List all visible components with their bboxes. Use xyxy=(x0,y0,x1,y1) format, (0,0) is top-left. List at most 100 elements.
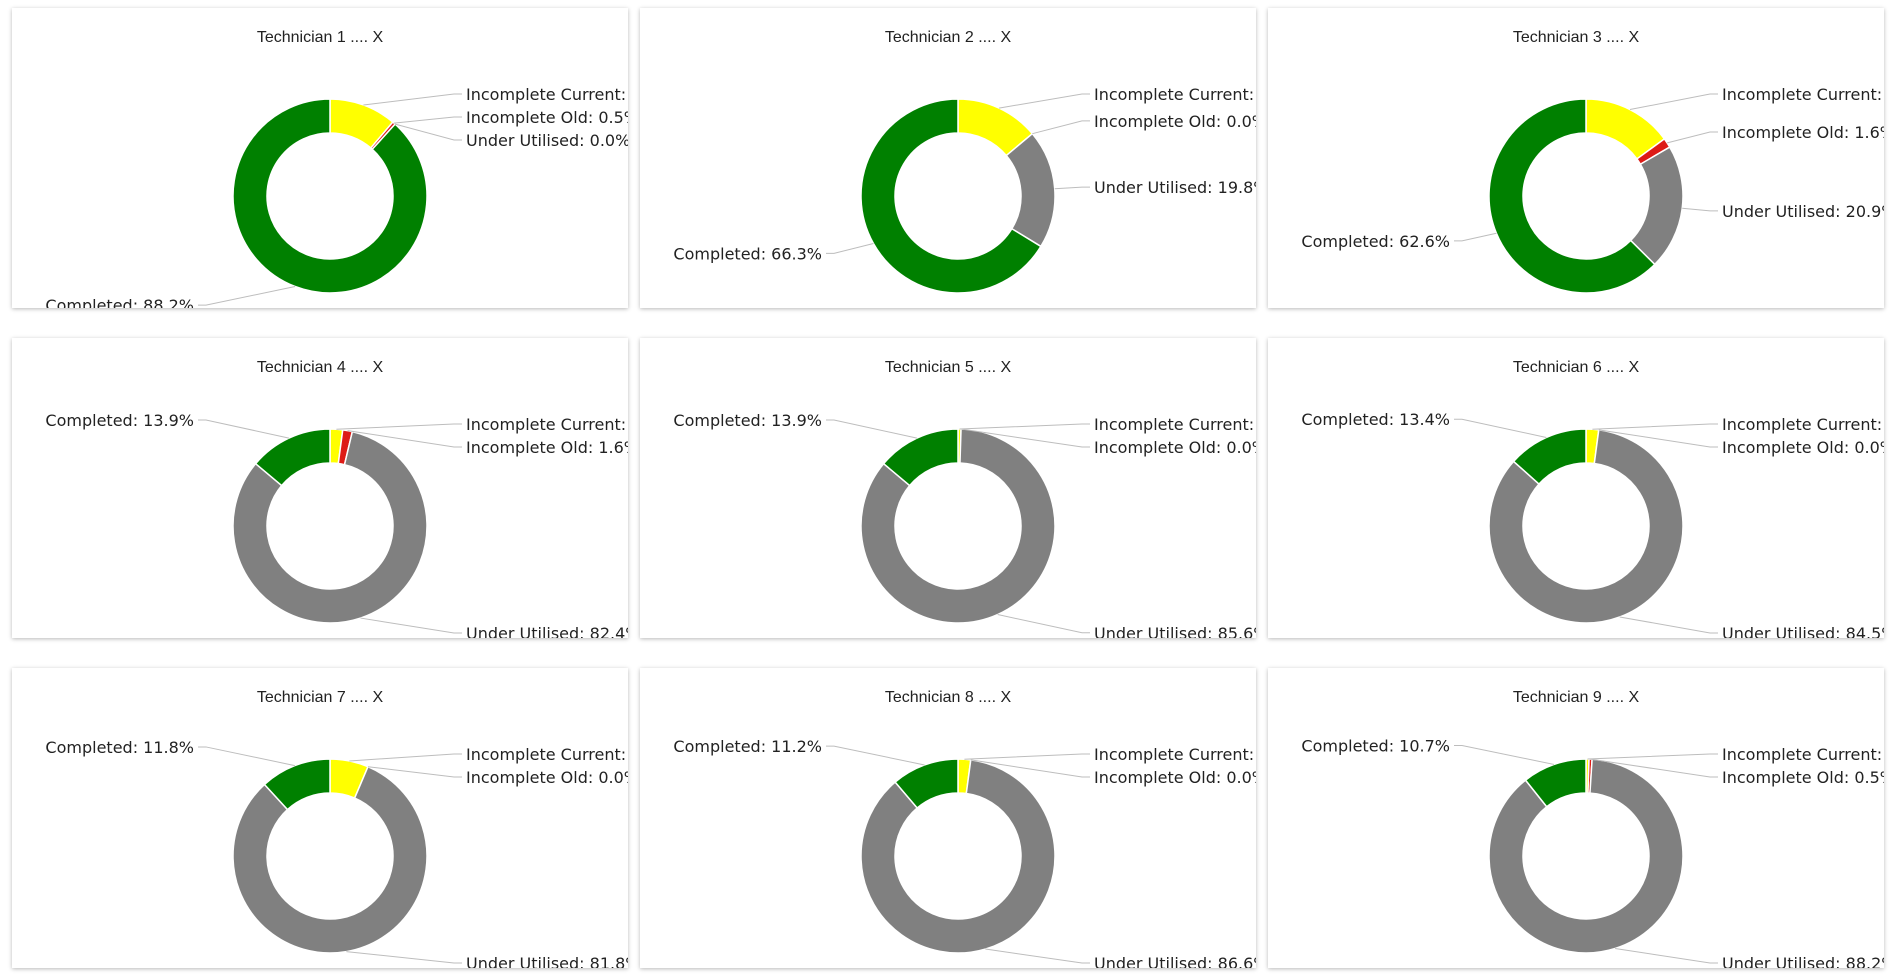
slice-completed[interactable] xyxy=(1512,428,1587,486)
connector-line xyxy=(347,430,462,448)
connector-line xyxy=(1667,131,1718,144)
slice-under-utilised[interactable] xyxy=(860,759,1056,954)
data-label-incomplete-old: Incomplete Old: 1.6% xyxy=(1722,123,1884,142)
chart-card-2: Technician 2 .... X Incomplete Current: 1… xyxy=(640,8,1256,308)
data-label-incomplete-old: Incomplete Old: 0.0% xyxy=(1094,768,1256,787)
connector-line xyxy=(336,423,462,430)
chart-title: Technician 8 .... X xyxy=(884,689,1012,706)
connector-line xyxy=(1592,423,1718,430)
connector-line xyxy=(363,93,462,106)
data-label-under-utilised: Under Utilised: 19.8% xyxy=(1094,178,1256,197)
connector-line xyxy=(1454,418,1547,438)
donut-chart: Incomplete Current: 2.1% Incomplete Old: … xyxy=(45,411,628,638)
connector-line xyxy=(959,423,1090,430)
slice-under-utilised[interactable] xyxy=(232,765,428,954)
data-label-incomplete-current: Incomplete Current: 2.1% xyxy=(1722,415,1884,434)
chart-card-6: Technician 6 .... X Incomplete Current: 2… xyxy=(1268,338,1884,638)
slice-under-utilised[interactable] xyxy=(1488,428,1684,624)
connector-line xyxy=(1619,616,1718,634)
connector-line xyxy=(1615,948,1718,964)
chart-card-7: Technician 7 .... X Incomplete Current: 6… xyxy=(12,668,628,968)
connector-line xyxy=(198,746,295,767)
data-label-under-utilised: Under Utilised: 88.2% xyxy=(1722,954,1884,968)
chart-card-4: Technician 4 .... X Incomplete Current: 2… xyxy=(12,338,628,638)
slice-under-utilised[interactable] xyxy=(1629,146,1684,266)
connector-line xyxy=(1587,753,1718,760)
data-label-incomplete-old: Incomplete Old: 0.0% xyxy=(1094,438,1256,457)
connector-line xyxy=(998,93,1090,109)
slice-completed[interactable] xyxy=(263,758,331,811)
data-label-under-utilised: Under Utilised: 81.8% xyxy=(466,954,628,968)
connector-line xyxy=(394,123,462,141)
data-label-incomplete-current: Incomplete Current: 6.4% xyxy=(466,745,628,764)
data-label-incomplete-old: Incomplete Old: 0.0% xyxy=(1094,112,1256,131)
data-label-completed: Completed: 13.9% xyxy=(45,411,194,430)
slice-under-utilised[interactable] xyxy=(232,430,428,624)
data-label-completed: Completed: 88.2% xyxy=(45,296,194,308)
chart-card-9: Technician 9 .... X Incomplete Current: 0… xyxy=(1268,668,1884,968)
connector-line xyxy=(360,617,462,634)
data-label-incomplete-old: Incomplete Old: 0.0% xyxy=(466,768,628,787)
slice-completed[interactable] xyxy=(1524,758,1587,808)
connector-line xyxy=(367,766,462,778)
donut-chart: Incomplete Current: 13.9 Incomplete Old: … xyxy=(673,85,1256,294)
data-label-incomplete-current: Incomplete Current: 13.9 xyxy=(1094,85,1256,104)
chart-title: Technician 3 .... X xyxy=(1512,29,1640,46)
connector-line xyxy=(1598,429,1718,448)
chart-title: Technician 1 .... X xyxy=(256,29,384,46)
connector-line xyxy=(826,419,918,439)
data-label-incomplete-old: Incomplete Old: 1.6% xyxy=(466,438,628,457)
connector-line xyxy=(198,286,296,306)
slice-completed[interactable] xyxy=(232,98,428,294)
data-label-under-utilised: Under Utilised: 82.4% xyxy=(466,624,628,638)
data-label-completed: Completed: 11.8% xyxy=(45,738,194,757)
slice-under-utilised[interactable] xyxy=(1488,758,1684,954)
data-label-under-utilised: Under Utilised: 86.6% xyxy=(1094,954,1256,968)
chart-title: Technician 4 .... X xyxy=(256,359,384,376)
chart-title: Technician 9 .... X xyxy=(1512,689,1640,706)
connector-line xyxy=(1454,745,1555,765)
data-label-completed: Completed: 11.2% xyxy=(673,737,822,756)
data-label-completed: Completed: 13.4% xyxy=(1301,410,1450,429)
chart-title: Technician 6 .... X xyxy=(1512,359,1640,376)
connector-line xyxy=(1454,232,1497,242)
donut-chart: Incomplete Current: 11.2 Incomplete Old: … xyxy=(45,85,628,308)
data-label-under-utilised: Under Utilised: 85.6% xyxy=(1094,624,1256,638)
slice-completed[interactable] xyxy=(894,758,959,810)
data-label-incomplete-old: Incomplete Old: 0.5% xyxy=(1722,768,1884,787)
data-label-incomplete-current: Incomplete Current: 0.5% xyxy=(1094,415,1256,434)
slice-under-utilised[interactable] xyxy=(860,428,1056,624)
donut-chart: Incomplete Current: 6.4% Incomplete Old: … xyxy=(45,738,628,968)
connector-line xyxy=(964,753,1090,760)
data-label-incomplete-old: Incomplete Old: 0.5% xyxy=(466,108,628,127)
chart-card-8: Technician 8 .... X Incomplete Current: 2… xyxy=(640,668,1256,968)
donut-chart: Incomplete Current: 0.5% Incomplete Old: … xyxy=(1301,737,1884,968)
connector-line xyxy=(1590,758,1718,778)
data-label-incomplete-current: Incomplete Current: 0.5% xyxy=(1722,745,1884,764)
donut-chart: Incomplete Current: 2.1% Incomplete Old: … xyxy=(673,737,1256,968)
connector-line xyxy=(346,951,462,964)
data-label-completed: Completed: 62.6% xyxy=(1301,232,1450,251)
chart-title: Technician 5 .... X xyxy=(884,359,1012,376)
chart-card-3: Technician 3 .... X Incomplete Current: 1… xyxy=(1268,8,1884,308)
data-label-completed: Completed: 10.7% xyxy=(1301,737,1450,756)
slice-completed[interactable] xyxy=(1488,98,1656,294)
slice-completed[interactable] xyxy=(860,98,1042,294)
donut-chart: Incomplete Current: 15.0 Incomplete Old: … xyxy=(1301,85,1884,294)
data-label-incomplete-current: Incomplete Current: 11.2 xyxy=(466,85,628,104)
chart-card-1: Technician 1 .... X Incomplete Current: 1… xyxy=(12,8,628,308)
connector-line xyxy=(1682,207,1718,212)
connector-line xyxy=(985,948,1090,964)
data-label-completed: Completed: 66.3% xyxy=(673,244,822,263)
connector-line xyxy=(826,243,874,254)
connector-line xyxy=(198,419,290,439)
connector-line xyxy=(970,759,1090,778)
data-label-incomplete-current: Incomplete Current: 2.1% xyxy=(1094,745,1256,764)
connector-line xyxy=(349,753,462,762)
chart-title: Technician 7 .... X xyxy=(256,689,384,706)
data-label-under-utilised: Under Utilised: 20.9% xyxy=(1722,202,1884,221)
slice-completed[interactable] xyxy=(254,428,331,487)
slice-completed[interactable] xyxy=(882,428,959,487)
connector-line xyxy=(1032,120,1090,135)
connector-line xyxy=(1629,93,1718,111)
